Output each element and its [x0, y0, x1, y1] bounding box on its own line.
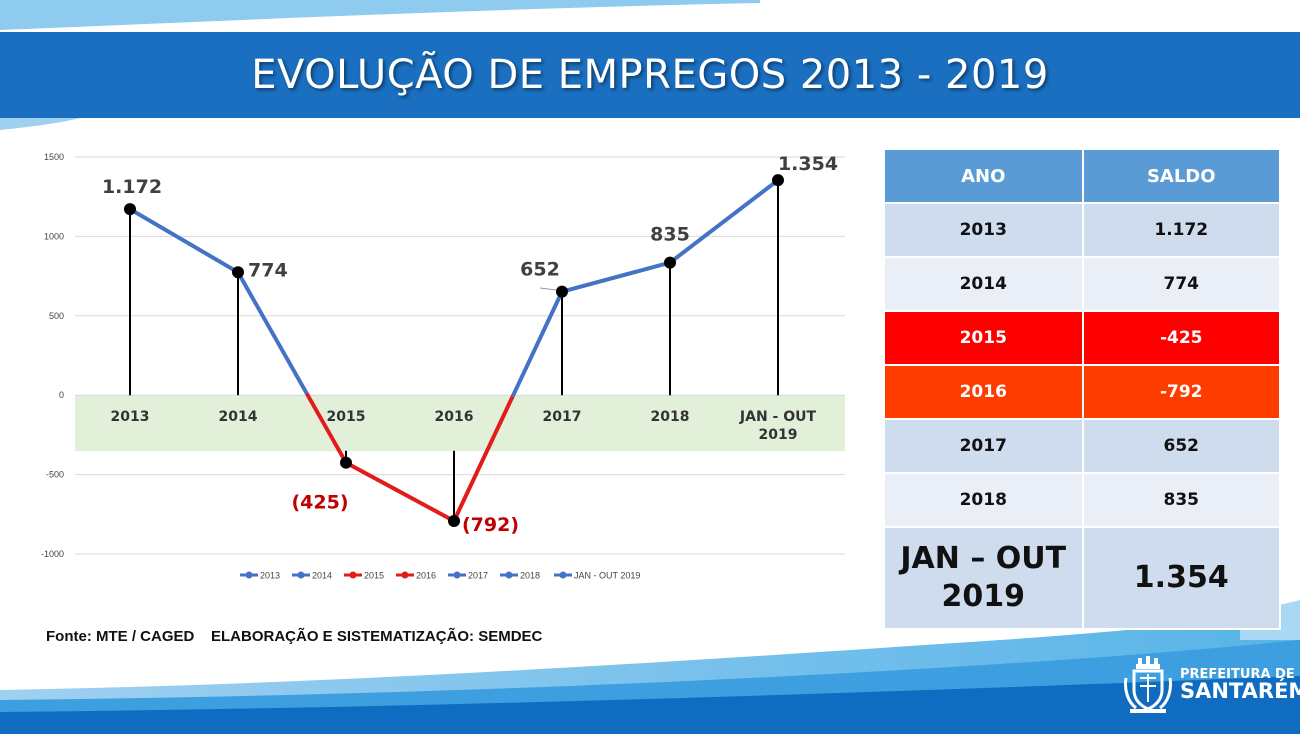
- data-label: 1.354: [778, 153, 838, 175]
- cell-ano: 2017: [885, 419, 1084, 474]
- cell-ano: 2015: [885, 311, 1084, 366]
- legend-marker: [297, 571, 305, 579]
- cell-ano: 2014: [885, 257, 1084, 312]
- x-tick-label: 2013: [111, 409, 150, 425]
- logo-line1: PREFEITURA DE: [1180, 667, 1295, 682]
- cell-saldo: 835: [1082, 473, 1281, 528]
- header-bar: [0, 32, 1300, 118]
- table-row: 2018 835: [885, 473, 1281, 528]
- series-line-segment: [305, 393, 348, 465]
- legend-label: 2014: [312, 571, 332, 581]
- legend-label: JAN - OUT 2019: [574, 571, 640, 581]
- logo-line2: SANTARÉM: [1180, 679, 1300, 703]
- bottom-dark-wave: [0, 676, 1300, 734]
- series-line-segment: [511, 289, 564, 398]
- table-row: 2014 774: [885, 257, 1281, 312]
- x-tick-label: 2015: [327, 409, 366, 425]
- legend-label: 2016: [416, 571, 436, 581]
- legend-label: 2017: [468, 571, 488, 581]
- legend-marker: [401, 571, 409, 579]
- series-line-segment: [452, 393, 516, 523]
- legend-marker: [559, 571, 567, 579]
- series-line-segment: [344, 460, 456, 523]
- series-line-segment: [668, 178, 780, 265]
- data-label: 652: [520, 259, 560, 281]
- data-point: [232, 266, 244, 279]
- coat-of-arms-icon: [1124, 656, 1172, 713]
- legend-label: 2015: [364, 571, 384, 581]
- x-tick-label: 2016: [435, 409, 474, 425]
- cell-ano: 2013: [885, 203, 1084, 258]
- data-point: [556, 285, 568, 298]
- data-point: [448, 514, 460, 527]
- header-ano: ANO: [885, 150, 1084, 204]
- data-point: [340, 456, 352, 469]
- cell-saldo: -425: [1082, 311, 1281, 366]
- cell-saldo: 1.172: [1082, 203, 1281, 258]
- cell-saldo: 1.354: [1082, 527, 1281, 630]
- table-row: 2013 1.172: [885, 203, 1281, 258]
- legend-marker: [245, 571, 253, 579]
- top-left-wave: [0, 0, 760, 30]
- source-note: Fonte: MTE / CAGED ELABORAÇÃO E SISTEMAT…: [46, 628, 543, 645]
- employment-line-chart: 1500 1000 500 0 -500 -1000 2013 2014 2015 2016 201…: [41, 152, 845, 581]
- x-tick-label: 2014: [219, 409, 258, 425]
- cell-ano: JAN – OUT 2019: [885, 527, 1084, 630]
- table-header-row: ANO SALDO: [885, 150, 1281, 204]
- zero-band: [75, 395, 845, 452]
- x-tick-label: 2019: [759, 427, 798, 443]
- x-tick-label: 2018: [651, 409, 690, 425]
- y-tick-label: 0: [59, 390, 64, 400]
- cell-saldo: -792: [1082, 365, 1281, 420]
- cell-ano: 2016: [885, 365, 1084, 420]
- balance-table: ANO SALDO 2013 1.172 2014 774 2015 -425 …: [885, 150, 1281, 630]
- legend-marker: [349, 571, 357, 579]
- data-point: [664, 256, 676, 269]
- legend-label: 2013: [260, 571, 280, 581]
- table-row-total: JAN – OUT 2019 1.354: [885, 527, 1281, 630]
- cell-ano: 2018: [885, 473, 1084, 528]
- x-tick-label: 2017: [543, 409, 582, 425]
- series-line-segment: [560, 260, 672, 294]
- data-label: 774: [248, 259, 288, 281]
- data-label: (792): [462, 514, 519, 536]
- label-leader-line: [539, 287, 557, 291]
- y-tick-label: 500: [49, 311, 64, 321]
- header-saldo: SALDO: [1082, 150, 1281, 204]
- header-light-wave: [0, 118, 80, 130]
- series-line-segment: [128, 207, 240, 275]
- table-row: 2016 -792: [885, 365, 1281, 420]
- data-label: 1.172: [102, 176, 162, 198]
- legend-marker: [453, 571, 461, 579]
- y-tick-label: 1500: [44, 152, 64, 162]
- data-label: (425): [291, 492, 348, 514]
- data-point: [124, 203, 136, 216]
- y-tick-label: -1000: [41, 549, 64, 559]
- legend-marker: [505, 571, 513, 579]
- table-row: 2015 -425: [885, 311, 1281, 366]
- data-label: 835: [650, 224, 690, 246]
- cell-saldo: 774: [1082, 257, 1281, 312]
- page-title: EVOLUÇÃO DE EMPREGOS 2013 - 2019: [251, 52, 1049, 98]
- table-row: 2017 652: [885, 419, 1281, 474]
- x-tick-label: JAN - OUT: [739, 409, 817, 425]
- legend-label: 2018: [520, 571, 540, 581]
- series-line-segment: [236, 270, 310, 398]
- logo: PREFEITURA DE SANTARÉM: [1124, 656, 1300, 714]
- data-point: [772, 174, 784, 187]
- y-tick-label: -500: [46, 470, 64, 480]
- cell-saldo: 652: [1082, 419, 1281, 474]
- y-tick-label: 1000: [44, 231, 64, 241]
